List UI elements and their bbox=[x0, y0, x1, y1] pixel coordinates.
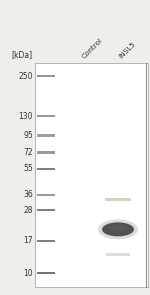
Bar bbox=[37, 240, 55, 242]
Bar bbox=[106, 253, 130, 256]
Text: 17: 17 bbox=[23, 236, 33, 245]
Bar bbox=[105, 198, 131, 201]
Text: Control: Control bbox=[81, 37, 103, 60]
Bar bbox=[37, 209, 55, 212]
Text: INSL5: INSL5 bbox=[118, 41, 137, 60]
Text: 10: 10 bbox=[23, 269, 33, 278]
Ellipse shape bbox=[109, 225, 127, 232]
Text: [kDa]: [kDa] bbox=[12, 50, 33, 59]
Text: 250: 250 bbox=[18, 72, 33, 81]
Bar bbox=[37, 168, 55, 170]
Bar bbox=[37, 115, 55, 117]
Text: 95: 95 bbox=[23, 131, 33, 140]
Bar bbox=[35, 63, 148, 287]
Bar bbox=[37, 272, 55, 274]
Ellipse shape bbox=[98, 219, 138, 239]
Ellipse shape bbox=[102, 222, 134, 236]
Bar bbox=[37, 194, 55, 196]
Text: 55: 55 bbox=[23, 164, 33, 173]
Text: 28: 28 bbox=[24, 206, 33, 215]
Bar bbox=[37, 75, 55, 77]
Text: 130: 130 bbox=[18, 112, 33, 121]
Bar bbox=[37, 134, 55, 137]
Text: 72: 72 bbox=[23, 148, 33, 157]
Bar bbox=[37, 151, 55, 153]
Text: 36: 36 bbox=[23, 190, 33, 199]
